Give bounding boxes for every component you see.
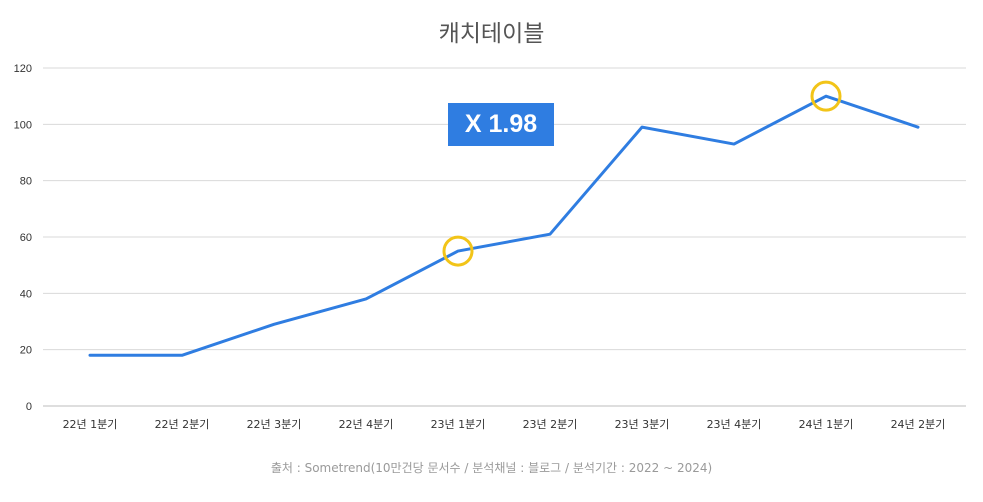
data-point <box>641 126 644 129</box>
data-point <box>733 143 736 146</box>
data-point <box>457 250 460 253</box>
data-point <box>273 323 276 326</box>
data-point <box>917 126 920 129</box>
x-tick-label: 23년 3분기 <box>615 418 670 431</box>
data-point <box>365 297 368 300</box>
y-tick-label: 80 <box>20 176 32 188</box>
data-point <box>825 95 828 98</box>
highlight-ring <box>442 235 474 267</box>
highlight-ring <box>810 80 842 112</box>
y-tick-label: 20 <box>20 345 32 357</box>
series-line <box>88 94 920 357</box>
y-axis-ticks: 0 20 40 60 80 100 120 <box>14 63 32 413</box>
x-tick-label: 23년 4분기 <box>707 418 762 431</box>
y-tick-label: 100 <box>14 119 32 131</box>
y-tick-label: 60 <box>20 232 32 244</box>
growth-multiplier-badge: X 1.98 <box>448 103 554 146</box>
x-tick-label: 23년 2분기 <box>523 418 578 431</box>
source-note: 출처 : Sometrend(10만건당 문서수 / 분석채널 : 블로그 / … <box>270 461 713 475</box>
data-point <box>89 354 92 357</box>
x-tick-label: 24년 2분기 <box>891 418 946 431</box>
series-line-path <box>88 94 920 357</box>
data-point <box>181 354 184 357</box>
x-tick-label: 22년 3분기 <box>247 418 302 431</box>
x-axis-ticks: 22년 1분기 22년 2분기 22년 3분기 22년 4분기 23년 1분기 23년 2… <box>63 418 946 431</box>
x-tick-label: 24년 1분기 <box>799 418 854 431</box>
y-tick-label: 0 <box>26 401 32 413</box>
x-tick-label: 22년 1분기 <box>63 418 118 431</box>
y-tick-label: 120 <box>14 63 32 75</box>
y-tick-label: 40 <box>20 288 32 300</box>
x-tick-label: 22년 2분기 <box>155 418 210 431</box>
chart-title: 캐치테이블 <box>438 21 545 47</box>
data-point <box>549 233 552 236</box>
x-tick-label: 23년 1분기 <box>431 418 486 431</box>
highlight-markers <box>442 80 842 267</box>
x-tick-label: 22년 4분기 <box>339 418 394 431</box>
